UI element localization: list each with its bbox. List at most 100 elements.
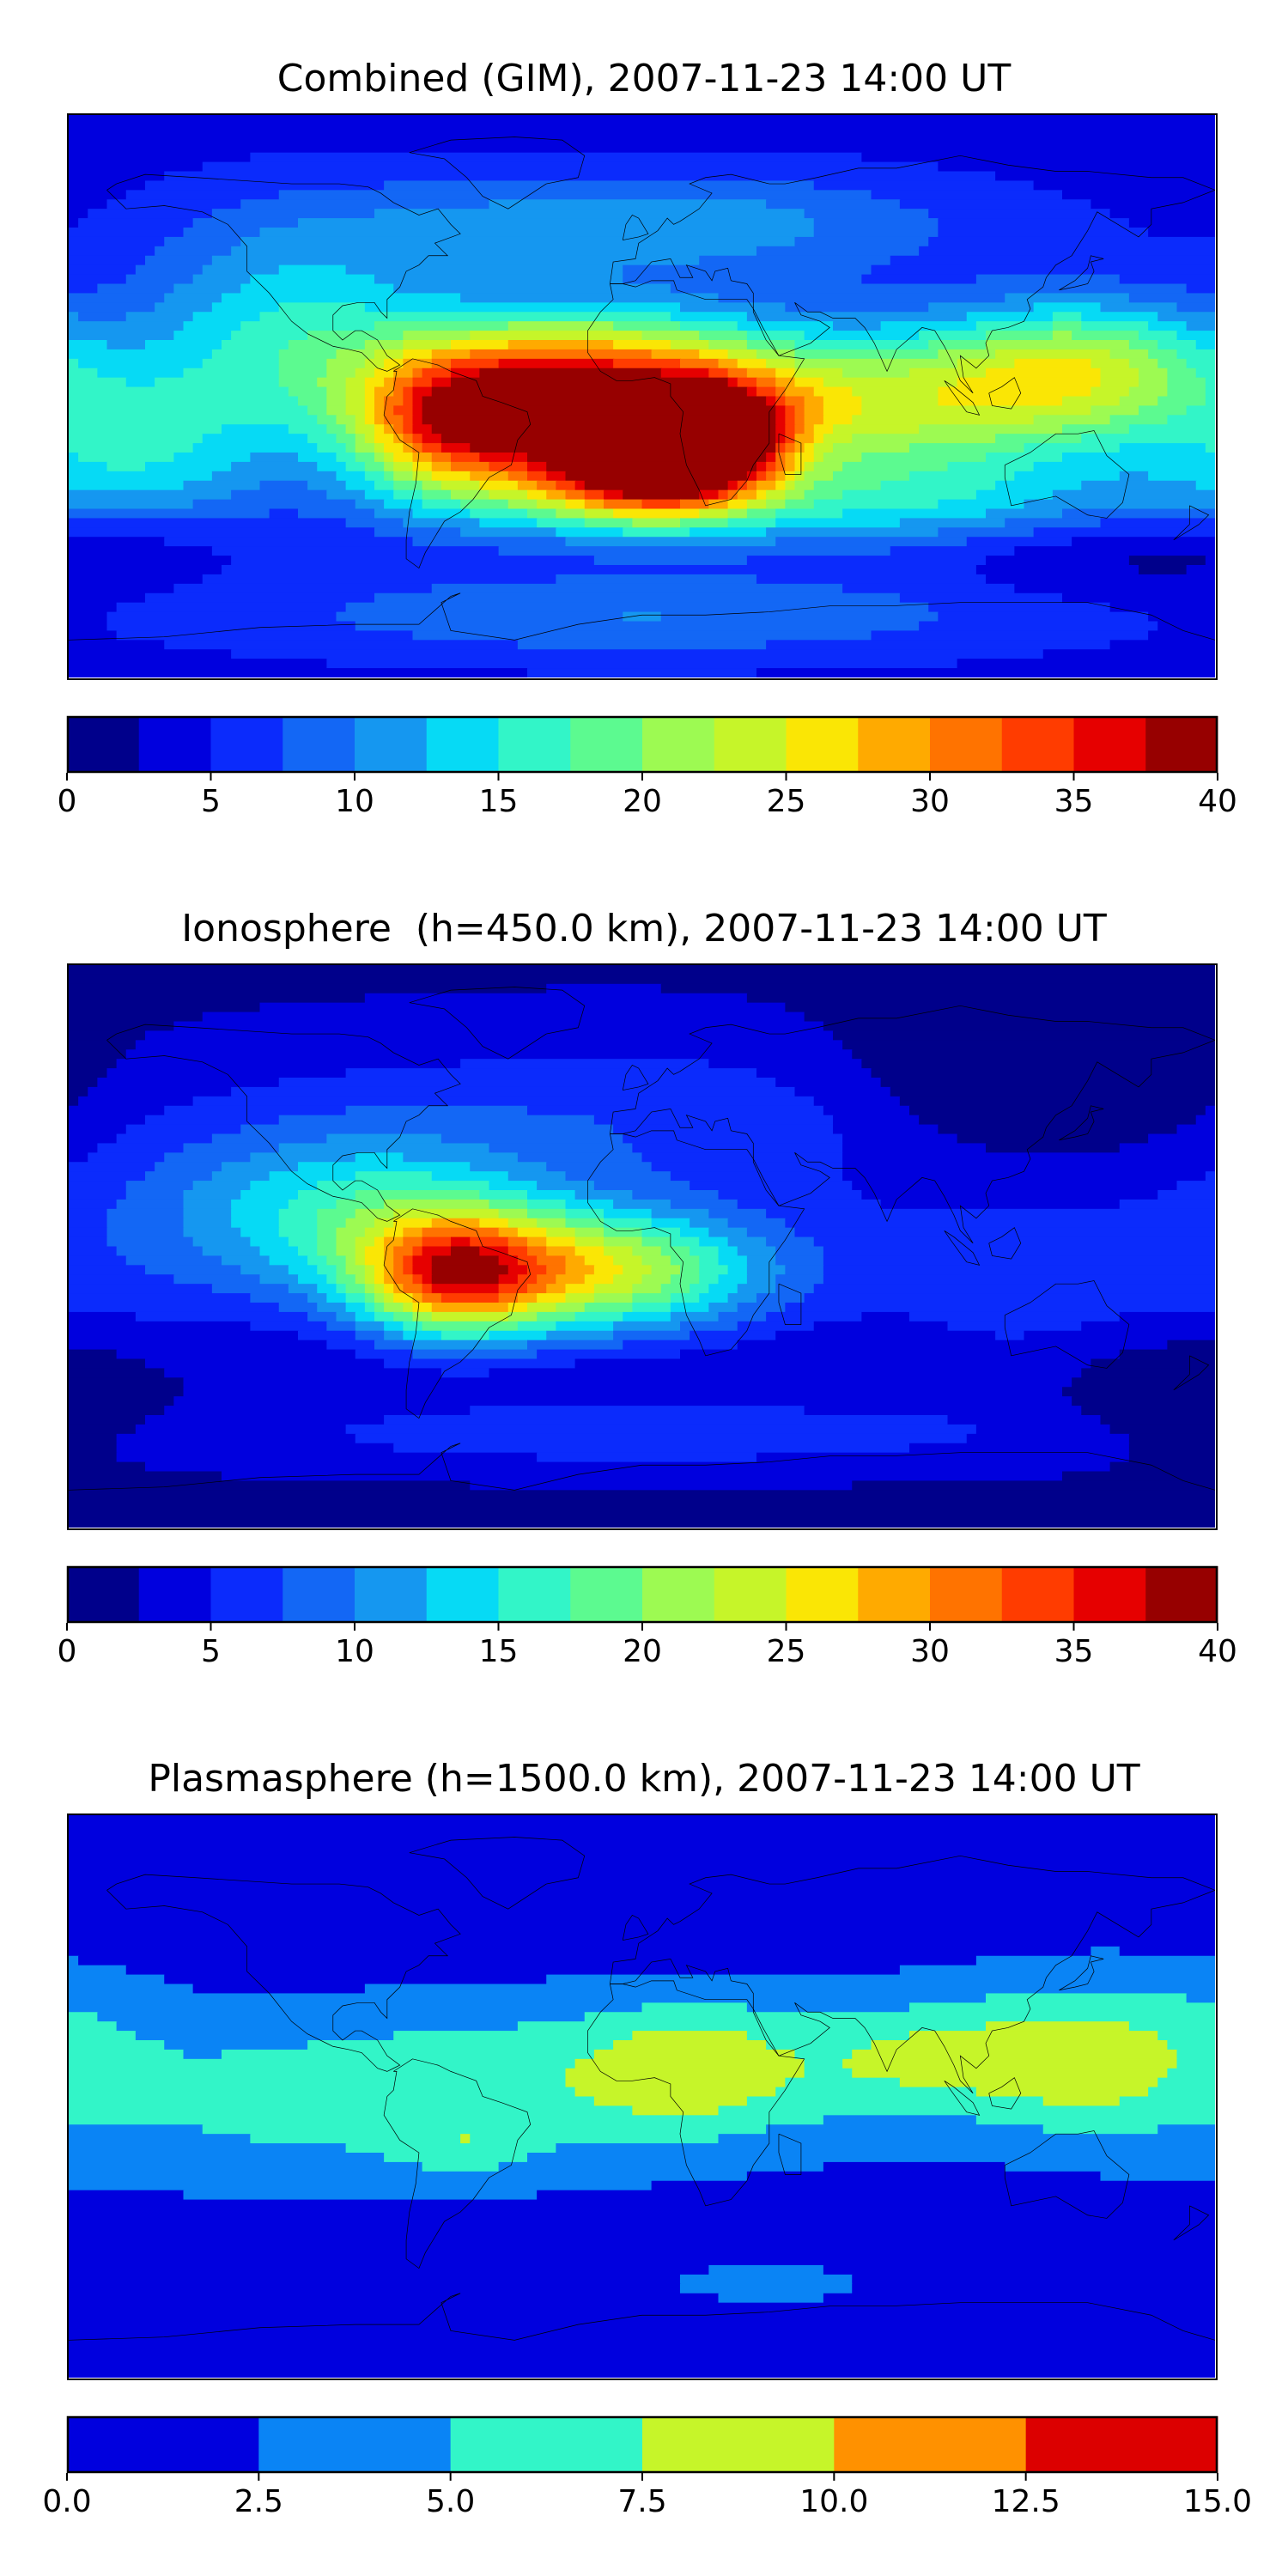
contour-cell — [794, 461, 805, 472]
contour-cell — [317, 1227, 337, 1238]
contour-cell — [852, 2068, 1169, 2079]
contour-cell — [192, 499, 356, 510]
contour-cell — [69, 1518, 1215, 1528]
contour-cell — [1109, 415, 1169, 426]
contour-cell — [794, 349, 939, 360]
contour-cell — [632, 1143, 844, 1154]
contour-cell — [871, 264, 1215, 276]
contour-cell — [145, 1030, 835, 1042]
contour-cell — [202, 1246, 261, 1257]
contour-cell — [623, 1265, 653, 1276]
contour-cell — [785, 489, 805, 501]
contour-cell — [116, 2021, 519, 2032]
contour-cell — [431, 386, 748, 398]
contour-cell — [975, 321, 1054, 332]
contour-cell — [355, 1255, 366, 1267]
contour-cell — [412, 368, 423, 379]
contour-cell — [364, 1284, 376, 1295]
contour-cell — [1128, 1433, 1215, 1444]
contour-cell — [69, 1862, 1215, 1873]
contour-cell — [574, 1311, 624, 1322]
contour-cell — [584, 1274, 615, 1285]
colorbar-tick-label: 20 — [623, 784, 662, 819]
contour-cell — [756, 1293, 805, 1304]
contour-cell — [288, 1236, 319, 1248]
colorbar-swatch — [426, 716, 499, 773]
contour-cell — [69, 1984, 194, 1995]
contour-cell — [938, 527, 1035, 538]
contour-cell — [737, 1199, 882, 1210]
contour-cell — [278, 302, 366, 313]
contour-cell — [202, 264, 280, 276]
contour-cell — [69, 1461, 147, 1473]
contour-cell — [527, 1246, 548, 1257]
coastline — [610, 1005, 1215, 1243]
contour-cell — [537, 480, 557, 491]
contour-cell — [69, 611, 108, 623]
contour-cell — [1148, 611, 1215, 623]
colorbar-swatch — [426, 1566, 499, 1623]
contour-cell — [173, 1021, 824, 1032]
contour-cell — [384, 405, 395, 416]
contour-cell — [69, 2321, 1215, 2332]
contour-cell — [278, 377, 319, 388]
contour-cell — [336, 1311, 356, 1322]
contour-cell — [746, 2002, 911, 2014]
contour-cell — [1148, 2087, 1215, 2098]
contour-cell — [374, 1265, 386, 1276]
contour-cell — [947, 1415, 1102, 1426]
contour-cell — [431, 1284, 500, 1295]
coastline — [989, 1228, 1021, 1259]
contour-cell — [355, 1236, 376, 1248]
contour-cell — [852, 415, 1035, 426]
contour-cell — [804, 471, 835, 482]
contour-cell — [623, 611, 662, 623]
contour-cell — [746, 368, 777, 379]
contour-cell — [326, 1321, 356, 1332]
contour-cell — [69, 2040, 166, 2051]
contour-cell — [69, 1049, 127, 1060]
contour-cell — [613, 1199, 671, 1210]
contour-cell — [69, 1311, 137, 1322]
contour-cell — [1119, 1311, 1215, 1322]
contour-cell — [355, 1274, 366, 1285]
contour-cell — [164, 1368, 442, 1379]
contour-cell — [975, 565, 1140, 576]
contour-cell — [651, 2180, 1215, 2191]
contour-cell — [766, 1208, 1215, 1219]
contour-cell — [69, 283, 99, 295]
contour-cell — [250, 1152, 356, 1163]
contour-cell — [374, 527, 462, 538]
contour-cell — [69, 2302, 1215, 2313]
contour-cell — [565, 1265, 595, 1276]
contour-cell — [947, 1321, 1083, 1332]
contour-cell — [1157, 1190, 1215, 1201]
contour-cell — [69, 537, 166, 548]
contour-cell — [699, 331, 748, 342]
contour-cell — [507, 340, 615, 351]
contour-cell — [440, 1133, 624, 1145]
contour-cell — [794, 471, 805, 482]
contour-cell — [317, 1284, 337, 1295]
contour-cell — [259, 312, 671, 323]
contour-cell — [1100, 377, 1140, 388]
contour-cell — [565, 489, 586, 501]
contour-cell — [584, 1255, 615, 1267]
contour-cell — [183, 228, 261, 239]
contour-cell — [69, 1368, 166, 1379]
contour-cell — [718, 293, 1006, 304]
contour-cell — [326, 358, 366, 369]
contour-cell — [69, 1424, 137, 1435]
contour-cell — [183, 1377, 1073, 1388]
contour-cell — [393, 2031, 634, 2042]
contour-cell — [106, 611, 337, 623]
contour-cell — [1119, 396, 1159, 407]
contour-cell — [766, 199, 901, 210]
contour-cell — [374, 209, 805, 220]
contour-cell — [727, 1293, 758, 1304]
contour-cell — [546, 983, 662, 994]
contour-cell — [727, 377, 738, 388]
contour-cell — [69, 556, 233, 567]
contour-cell — [966, 312, 1054, 323]
contour-cell — [374, 368, 395, 379]
